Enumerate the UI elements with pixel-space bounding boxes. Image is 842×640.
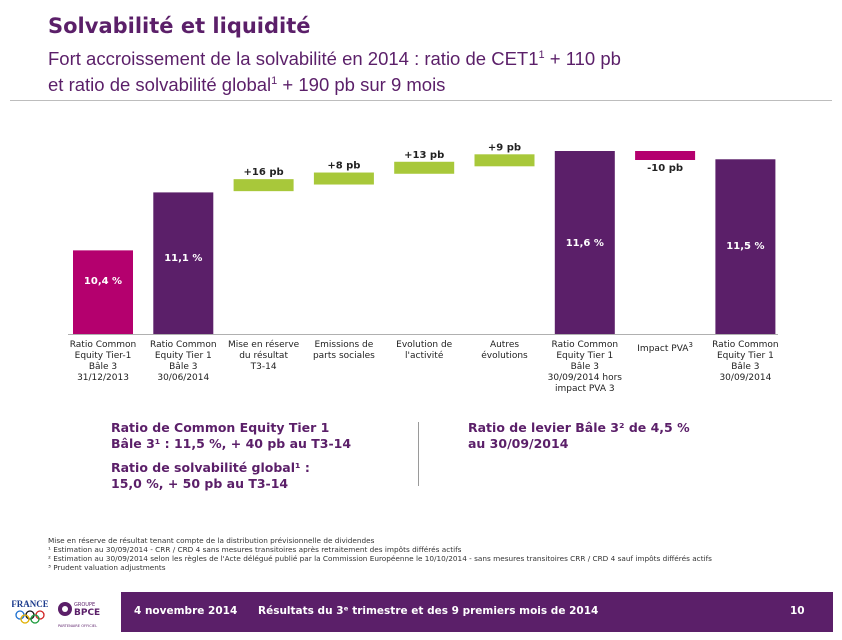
svg-text:PARTENAIRE OFFICIEL: PARTENAIRE OFFICIEL [58, 624, 97, 628]
svg-text:FRANCE: FRANCE [12, 599, 48, 609]
waterfall-chart: 10,4 % 11,1 % +16 pb +8 pb +13 pb +9 pb 11,6 %… [68, 142, 778, 335]
category-label: Ratio Common Equity Tier 1 Bâle 3 30/09/201… [547, 340, 622, 394]
category-label: Mise en réserve du résultat T3-14 [227, 340, 300, 372]
footer-title: Résultats du 3ᵉ trimestre et des 9 premi… [258, 605, 599, 617]
footer-bar [121, 592, 833, 632]
footnote: ¹ Estimation au 30/09/2014 - CRR / CRD 4… [48, 545, 462, 554]
bar-value-label: +16 pb [244, 167, 284, 178]
footnote: ³ Prudent valuation adjustments [48, 563, 166, 572]
bar-value-label: 10,4 % [84, 276, 122, 287]
bar-value-label: 11,6 % [566, 238, 604, 249]
bar-value-label: 11,5 % [726, 241, 764, 252]
svg-text:BPCE: BPCE [74, 608, 100, 618]
bar-value-label: +8 pb [327, 161, 360, 172]
category-label: Evolution de l'activité [396, 340, 453, 361]
bar-total [715, 159, 776, 334]
bar-total [554, 151, 615, 334]
category-label: Ratio Common Equity Tier 1 Bâle 3 30/06/201… [150, 340, 217, 383]
page-subtitle: Fort accroissement de la solvabilité en … [48, 44, 828, 96]
kpi-divider [418, 422, 419, 486]
category-label: Impact PVA3 [637, 341, 693, 354]
footnotes: Mise en réserve de résultat tenant compt… [48, 536, 712, 572]
header-divider [10, 100, 832, 101]
bar-value-label: 11,1 % [164, 253, 202, 264]
svg-text:GROUPE: GROUPE [74, 602, 95, 608]
page-title: Solvabilité et liquidité [48, 14, 311, 38]
bar-total [73, 250, 133, 334]
category-label: Emissions de parts sociales [312, 340, 375, 361]
bpce-logo: GROUPE BPCE PARTENAIRE OFFICIEL [58, 602, 100, 628]
bar-step [394, 161, 455, 174]
bar-value-label: +9 pb [488, 142, 521, 153]
bar-total [153, 192, 214, 334]
footnote: ² Estimation au 30/09/2014 selon les règ… [48, 554, 712, 563]
kpi-solvabilite: Ratio de solvabilité global¹ : 15,0 %, +… [111, 460, 310, 491]
category-label: Ratio Common Equity Tier 1 Bâle 3 30/09/201… [712, 340, 779, 383]
bar-step [233, 179, 294, 192]
category-label: Autres évolutions [481, 340, 528, 361]
subtitle-line2: et ratio de solvabilité global1 + 190 pb… [48, 74, 446, 96]
bar-step [474, 154, 535, 167]
kpi-cet1: Ratio de Common Equity Tier 1 Bâle 3¹ : … [111, 420, 352, 451]
bar-step [313, 172, 374, 185]
france-olympic-logo: FRANCE [12, 599, 48, 624]
subtitle-line1: Fort accroissement de la solvabilité en … [48, 48, 621, 70]
footnote: Mise en réserve de résultat tenant compt… [48, 536, 375, 545]
footer-date: 4 novembre 2014 [134, 605, 238, 617]
category-label: Ratio Common Equity Tier-1 Bâle 3 31/12/201… [69, 340, 137, 383]
bar-step [635, 151, 696, 160]
page-number: 10 [790, 605, 805, 617]
bar-value-label: -10 pb [647, 163, 683, 174]
kpi-levier: Ratio de levier Bâle 3² de 4,5 % au 30/0… [468, 420, 690, 451]
bar-value-label: +13 pb [404, 150, 444, 161]
